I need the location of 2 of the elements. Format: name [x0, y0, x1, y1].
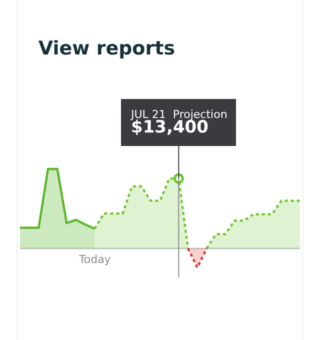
annotation: Today: [78, 253, 112, 266]
chart-title: View reports: [38, 37, 176, 60]
